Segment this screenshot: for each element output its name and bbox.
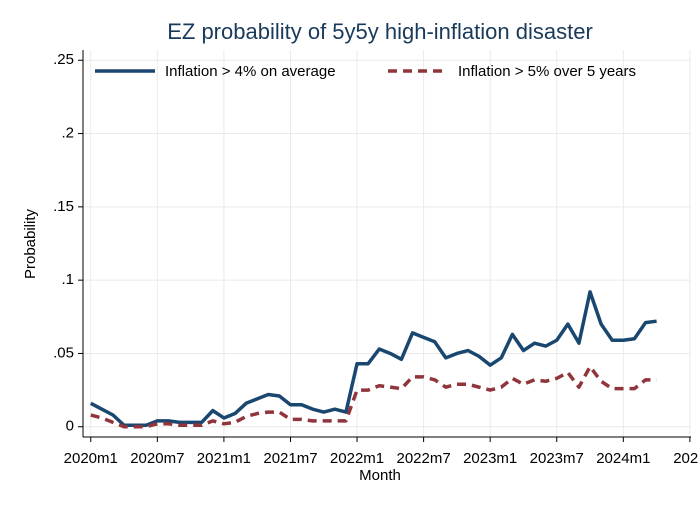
- y-tick-label: .2: [61, 125, 74, 142]
- y-tick-label: 0: [66, 418, 74, 435]
- y-tick-label: .25: [53, 51, 74, 68]
- x-tick-label: 2024: [673, 450, 698, 467]
- x-tick-label: 2023m7: [530, 450, 584, 467]
- legend-label: Inflation > 4% on average: [165, 63, 336, 80]
- x-tick-label: 2021m7: [263, 450, 317, 467]
- legend-label: Inflation > 5% over 5 years: [458, 63, 636, 80]
- y-tick-label: .05: [53, 344, 74, 361]
- y-axis-label: Probability: [22, 208, 39, 279]
- series-line: [90, 364, 657, 429]
- x-tick-label: 2024m1: [596, 450, 650, 467]
- x-tick-label: 2022m7: [397, 450, 451, 467]
- y-tick-label: .1: [61, 271, 74, 288]
- y-tick-label: .15: [53, 198, 74, 215]
- x-tick-label: 2022m1: [330, 450, 384, 467]
- x-tick-label: 2020m1: [64, 450, 118, 467]
- x-tick-label: 2021m1: [197, 450, 251, 467]
- x-tick-label: 2020m7: [130, 450, 184, 467]
- chart-title: EZ probability of 5y5y high-inflation di…: [167, 19, 593, 44]
- series-line: [89, 290, 657, 428]
- x-axis-label: Month: [359, 467, 401, 484]
- x-tick-label: 2023m1: [463, 450, 517, 467]
